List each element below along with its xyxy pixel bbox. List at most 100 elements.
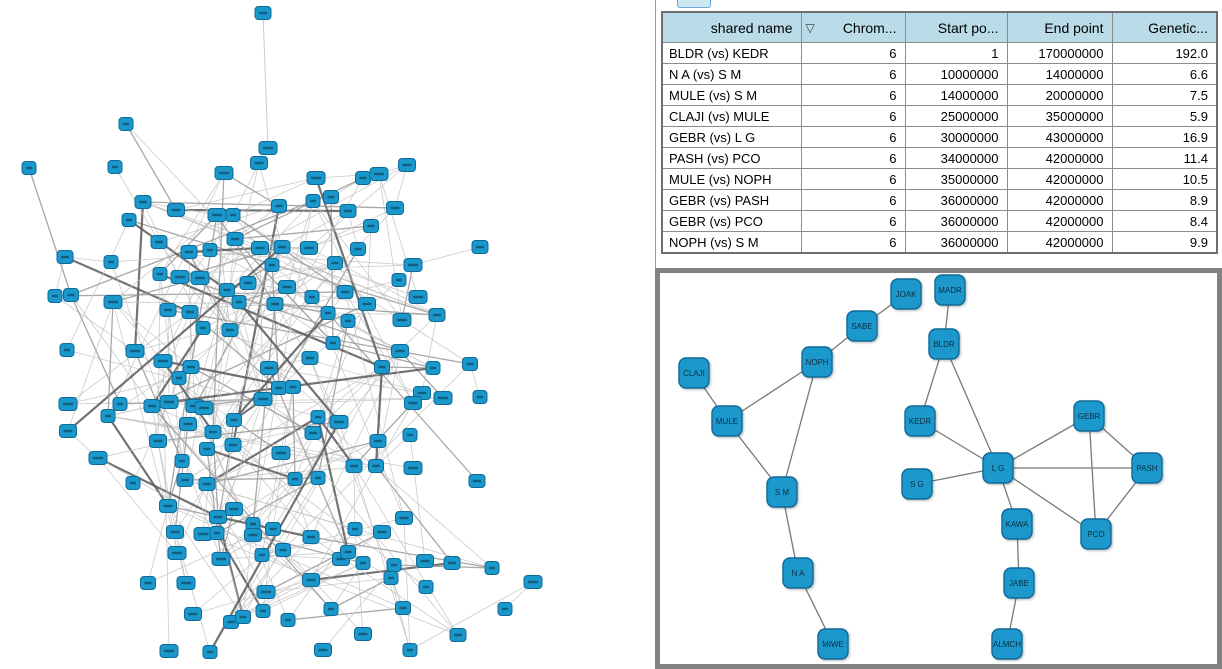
network-edge[interactable]	[206, 483, 244, 618]
graph-node-pco[interactable]: PCO	[1080, 518, 1112, 550]
graph-node[interactable]	[301, 351, 319, 365]
graph-node[interactable]	[184, 607, 202, 621]
cell-chrom[interactable]: 6	[800, 210, 906, 232]
network-edge[interactable]	[230, 562, 364, 623]
graph-node[interactable]	[254, 548, 270, 562]
graph-node[interactable]	[398, 158, 416, 172]
graph-node[interactable]	[285, 380, 301, 394]
network-edge[interactable]	[107, 262, 336, 417]
network-edge[interactable]	[220, 508, 235, 560]
network-edge[interactable]	[175, 177, 317, 211]
graph-node[interactable]	[325, 336, 341, 350]
column-header-end-point[interactable]: End point	[1006, 11, 1113, 43]
graph-node[interactable]	[278, 280, 296, 294]
graph-node[interactable]	[386, 201, 404, 215]
graph-node[interactable]	[373, 525, 391, 539]
graph-node[interactable]	[21, 161, 37, 175]
graph-node[interactable]	[56, 250, 74, 264]
graph-node[interactable]	[395, 601, 411, 615]
network-edge[interactable]	[292, 386, 296, 480]
network-edge[interactable]	[167, 309, 189, 425]
graph-node[interactable]	[209, 526, 225, 540]
network-edge[interactable]	[366, 225, 372, 305]
graph-node[interactable]	[193, 527, 213, 541]
graph-node[interactable]	[340, 545, 356, 559]
network-edge[interactable]	[216, 214, 276, 305]
network-edge[interactable]	[316, 416, 350, 553]
cell-name[interactable]: GEBR (vs) PASH	[661, 189, 802, 211]
network-edge[interactable]	[409, 581, 534, 651]
network-edge[interactable]	[274, 303, 438, 316]
network-edge[interactable]	[310, 536, 493, 569]
graph-node[interactable]	[221, 323, 239, 337]
graph-node[interactable]	[118, 117, 134, 131]
graph-node[interactable]	[300, 241, 318, 255]
cell-chrom[interactable]: 6	[800, 231, 906, 254]
cell-genetic[interactable]: 11.4	[1111, 147, 1218, 169]
network-edge[interactable]	[67, 377, 180, 405]
graph-node[interactable]	[152, 267, 168, 281]
graph-node[interactable]	[190, 271, 210, 285]
graph-node[interactable]	[369, 434, 387, 448]
graph-node-jabe[interactable]: JABE	[1003, 567, 1035, 599]
graph-node[interactable]	[256, 585, 276, 599]
network-edge[interactable]	[28, 167, 72, 296]
graph-node[interactable]	[266, 297, 284, 311]
graph-node[interactable]	[271, 446, 291, 460]
network-edge[interactable]	[308, 164, 408, 249]
network-edge[interactable]	[317, 320, 349, 418]
cell-end[interactable]: 170000000	[1006, 42, 1113, 64]
network-edge[interactable]	[268, 367, 423, 394]
network-edge[interactable]	[133, 201, 145, 352]
cell-start[interactable]: 34000000	[904, 147, 1008, 169]
cell-chrom[interactable]: 6	[800, 63, 906, 85]
network-edge[interactable]	[209, 421, 340, 653]
table-row[interactable]: CLAJI (vs) MULE 6 25000000 35000000 5.9	[661, 105, 1218, 127]
graph-node[interactable]	[408, 290, 428, 304]
network-edge[interactable]	[107, 301, 114, 417]
graph-node[interactable]	[107, 160, 123, 174]
network-edge[interactable]	[175, 208, 349, 213]
graph-node[interactable]	[472, 390, 488, 404]
graph-node[interactable]	[433, 391, 453, 405]
network-edge[interactable]	[344, 291, 405, 519]
network-edge[interactable]	[378, 173, 403, 321]
network-edge[interactable]	[412, 246, 481, 266]
graph-node[interactable]	[265, 522, 281, 536]
network-edge[interactable]	[394, 164, 408, 209]
graph-node[interactable]	[449, 628, 467, 642]
graph-node[interactable]	[194, 401, 214, 415]
filtered-network-canvas[interactable]: JOAK MADR SABE NOPH BLDR CLAJI KEDR MULE GEBR L G…	[660, 273, 1217, 664]
cell-genetic[interactable]: 16.9	[1111, 126, 1218, 148]
network-edge[interactable]	[110, 261, 222, 560]
network-edge[interactable]	[374, 366, 384, 467]
cell-start[interactable]: 36000000	[904, 189, 1008, 211]
graph-node[interactable]	[386, 558, 402, 572]
network-edge[interactable]	[125, 123, 177, 211]
graph-node[interactable]	[235, 610, 251, 624]
graph-node[interactable]	[176, 576, 196, 590]
table-row[interactable]: GEBR (vs) PCO 6 36000000 42000000 8.4	[661, 210, 1218, 232]
cell-end[interactable]: 14000000	[1006, 63, 1113, 85]
table-row[interactable]: GEBR (vs) L G 6 30000000 43000000 16.9	[661, 126, 1218, 148]
graph-node[interactable]	[358, 297, 376, 311]
network-edge[interactable]	[112, 301, 276, 305]
cell-end[interactable]: 35000000	[1006, 105, 1113, 127]
graph-node[interactable]	[202, 243, 218, 257]
network-edge[interactable]	[353, 465, 356, 530]
network-edge[interactable]	[174, 398, 264, 533]
table-row[interactable]: N A (vs) S M 6 10000000 14000000 6.6	[661, 63, 1218, 85]
graph-node[interactable]	[121, 213, 137, 227]
cell-end[interactable]: 20000000	[1006, 84, 1113, 106]
network-edge[interactable]	[162, 277, 201, 362]
cell-genetic[interactable]: 8.4	[1111, 210, 1218, 232]
graph-node-l-g[interactable]: L G	[982, 452, 1014, 484]
column-header-start-point[interactable]: Start po...	[904, 11, 1008, 43]
network-edge[interactable]	[230, 551, 349, 623]
graph-node[interactable]	[159, 395, 179, 409]
graph-node[interactable]	[255, 604, 271, 618]
graph-node[interactable]	[304, 426, 322, 440]
network-edge[interactable]	[375, 465, 453, 564]
graph-node[interactable]	[336, 285, 354, 299]
cell-end[interactable]: 43000000	[1006, 126, 1113, 148]
